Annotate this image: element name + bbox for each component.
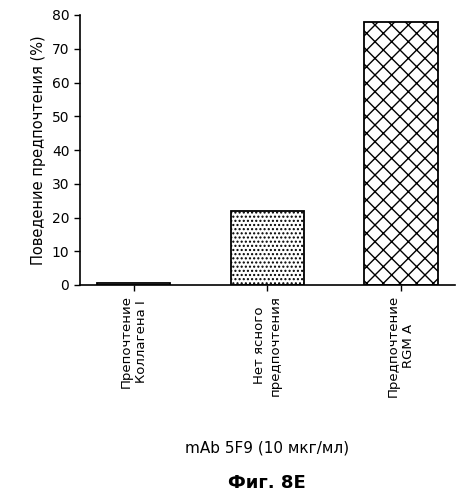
Y-axis label: Поведение предпочтения (%): Поведение предпочтения (%) — [31, 35, 46, 265]
Text: Фиг. 8E: Фиг. 8E — [228, 474, 306, 492]
Bar — [231, 211, 304, 285]
Bar — [364, 22, 438, 285]
Text: mAb 5F9 (10 мкг/мл): mAb 5F9 (10 мкг/мл) — [185, 440, 349, 456]
Bar — [97, 284, 170, 285]
